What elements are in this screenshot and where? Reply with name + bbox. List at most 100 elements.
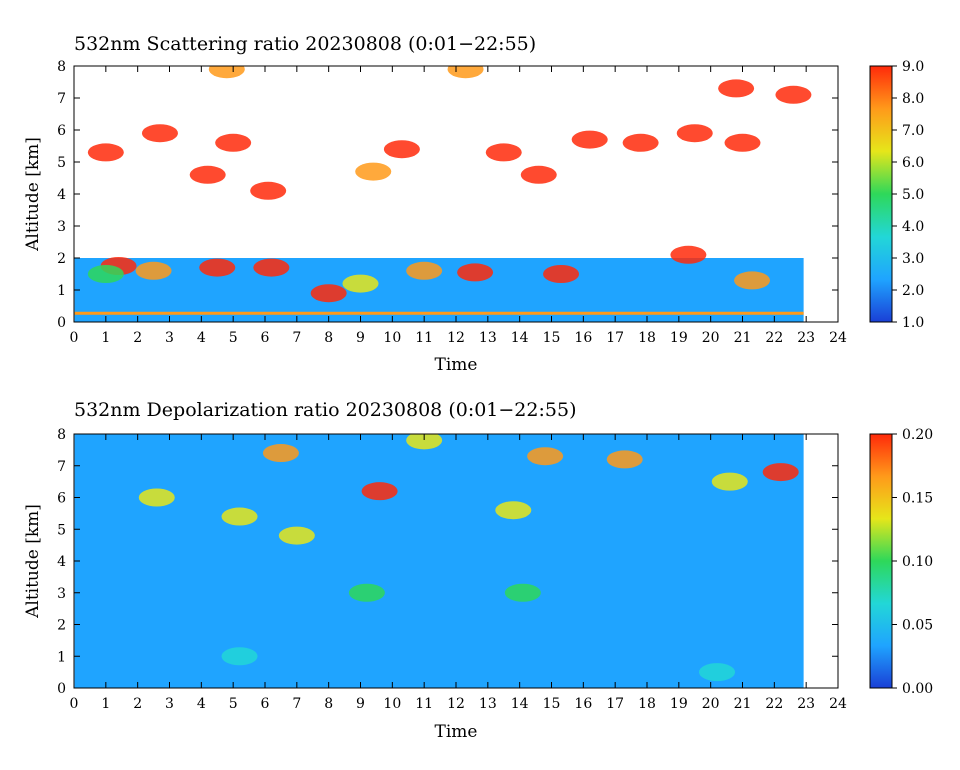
x-tick-label: 3: [165, 696, 174, 712]
heatmap-cell: [87, 143, 124, 162]
heatmap-cell: [711, 472, 748, 491]
x-tick-label: 17: [606, 696, 624, 712]
chart-title: 532nm Scattering ratio 20230808 (0:01−22…: [74, 33, 536, 55]
x-tick-label: 17: [606, 330, 624, 346]
x-tick-label: 8: [324, 330, 333, 346]
x-tick-label: 0: [70, 330, 79, 346]
x-tick-label: 9: [356, 330, 365, 346]
y-tick-label: 1: [57, 649, 66, 665]
heatmap-cell: [221, 647, 258, 666]
y-tick-label: 3: [57, 219, 66, 235]
heatmap-cell: [310, 284, 347, 303]
x-tick-label: 7: [292, 696, 301, 712]
heatmap-cell: [676, 124, 713, 143]
x-tick-label: 4: [197, 330, 206, 346]
heatmap-cell: [775, 85, 812, 104]
heatmap-cell: [383, 140, 420, 159]
heatmap-cell: [361, 482, 398, 501]
x-tick-label: 22: [765, 330, 783, 346]
y-tick-label: 3: [57, 586, 66, 602]
x-tick-label: 15: [543, 696, 561, 712]
x-tick-label: 11: [415, 330, 433, 346]
heatmap-cell: [199, 258, 236, 277]
heatmap-cell: [724, 133, 761, 152]
heatmap-cell: [138, 488, 175, 507]
x-tick-label: 5: [229, 330, 238, 346]
colorbar-tick-label: 0.20: [902, 427, 933, 443]
scattering-ratio-panel: 532nm Scattering ratio 20230808 (0:01−22…: [23, 33, 924, 375]
x-tick-label: 14: [511, 696, 529, 712]
x-tick-label: 3: [165, 330, 174, 346]
colorbar: 1.0 2.0 3.0 4.0 5.0 6.0 7.0 8.0 9.0: [869, 59, 924, 331]
y-tick-label: 2: [57, 618, 66, 634]
x-tick-label: 13: [479, 330, 497, 346]
heatmap-cell: [221, 507, 258, 526]
heatmap-cell: [527, 447, 564, 466]
y-axis-label: Altitude [km]: [23, 504, 43, 619]
x-tick-label: 6: [261, 696, 270, 712]
x-tick-label: 23: [797, 330, 815, 346]
heatmap-cell: [485, 143, 522, 162]
y-axis: 0 1 2 3 4 5 6 7 8: [57, 59, 838, 331]
heatmap-background: [74, 434, 804, 688]
x-tick-label: 21: [734, 696, 752, 712]
x-tick-label: 1: [101, 696, 110, 712]
colorbar: 0.00 0.05 0.10 0.15 0.20: [869, 427, 933, 697]
heatmap-content: [74, 434, 804, 688]
y-tick-label: 7: [57, 91, 66, 107]
heatmap-cell: [543, 265, 580, 283]
heatmap-cell: [406, 434, 443, 450]
x-tick-label: 1: [101, 330, 110, 346]
heatmap-cell: [135, 261, 172, 280]
heatmap-cell: [495, 501, 532, 520]
colorbar-ticks: 0.00 0.05 0.10 0.15 0.20: [892, 427, 933, 697]
x-tick-label: 16: [574, 696, 592, 712]
x-tick-label: 0: [70, 696, 79, 712]
plot-area: [73, 65, 839, 323]
heatmap-cell: [504, 583, 541, 602]
heatmap-cell: [250, 181, 287, 200]
chart-title: 532nm Depolarization ratio 20230808 (0:0…: [74, 399, 576, 421]
y-tick-label: 6: [57, 123, 66, 139]
x-tick-label: 23: [797, 696, 815, 712]
x-tick-label: 19: [670, 330, 688, 346]
x-tick-label: 12: [447, 696, 465, 712]
x-tick-label: 18: [638, 696, 656, 712]
x-tick-label: 6: [261, 330, 270, 346]
y-axis-label: Altitude [km]: [23, 137, 43, 252]
heatmap-surface-line: [74, 311, 804, 315]
x-tick-label: 18: [638, 330, 656, 346]
x-tick-label: 16: [574, 330, 592, 346]
x-tick-label: 13: [479, 696, 497, 712]
colorbar-tick-label: 4.0: [902, 219, 924, 235]
colorbar-tick-label: 8.0: [902, 91, 924, 107]
heatmap-cell: [670, 245, 707, 264]
x-tick-label: 9: [356, 696, 365, 712]
y-tick-label: 7: [57, 459, 66, 475]
heatmap-cell: [734, 271, 771, 290]
y-tick-label: 4: [57, 554, 66, 570]
heatmap-cell: [447, 66, 484, 79]
y-axis: 0 1 2 3 4 5 6 7 8: [57, 427, 838, 697]
x-axis: 0 1 2 3 4 5 6 7 8 9 10 11 12 13 14 15 16 17 18 19 20 21 22 23 24: [70, 66, 847, 346]
heatmap-cell: [699, 663, 736, 682]
y-tick-label: 1: [57, 283, 66, 299]
colorbar-tick-label: 0.00: [902, 681, 933, 697]
depolarization-ratio-panel: 532nm Depolarization ratio 20230808 (0:0…: [23, 399, 933, 742]
x-tick-label: 5: [229, 696, 238, 712]
heatmap-cell: [606, 450, 643, 469]
x-tick-label: 10: [383, 330, 401, 346]
x-tick-label: 20: [702, 330, 720, 346]
heatmap-cell: [253, 258, 290, 277]
y-tick-label: 0: [57, 681, 66, 697]
x-tick-label: 24: [829, 696, 847, 712]
colorbar-gradient: [869, 433, 893, 689]
heatmap-cell: [208, 66, 245, 79]
x-tick-label: 10: [383, 696, 401, 712]
heatmap-cell: [348, 583, 385, 602]
y-tick-label: 2: [57, 251, 66, 267]
x-tick-label: 19: [670, 696, 688, 712]
y-tick-label: 5: [57, 155, 66, 171]
colorbar-tick-label: 0.10: [902, 554, 933, 570]
x-tick-label: 8: [324, 696, 333, 712]
